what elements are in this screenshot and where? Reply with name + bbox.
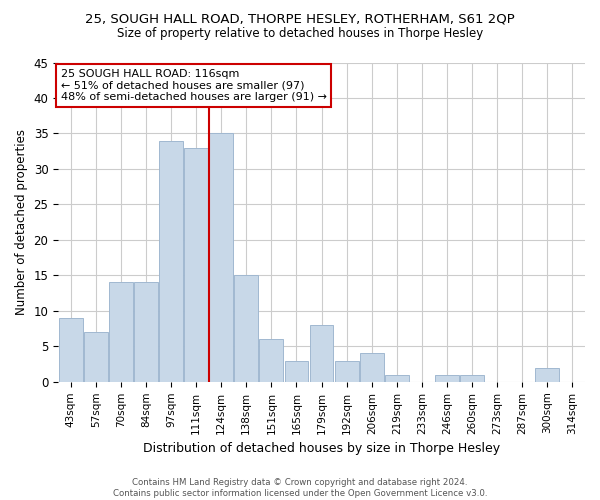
Bar (385, 374, 409, 382)
Bar (435, 374, 459, 382)
Bar (259, 339, 283, 382)
Bar (284, 360, 308, 382)
Bar (460, 374, 484, 382)
Bar (84, 332, 108, 382)
Bar (235, 276, 258, 382)
Text: 25, SOUGH HALL ROAD, THORPE HESLEY, ROTHERHAM, S61 2QP: 25, SOUGH HALL ROAD, THORPE HESLEY, ROTH… (85, 12, 515, 26)
Bar (209, 134, 233, 382)
Text: 25 SOUGH HALL ROAD: 116sqm
← 51% of detached houses are smaller (97)
48% of semi: 25 SOUGH HALL ROAD: 116sqm ← 51% of deta… (61, 69, 327, 102)
Bar (360, 354, 383, 382)
Bar (109, 282, 133, 382)
Text: Size of property relative to detached houses in Thorpe Hesley: Size of property relative to detached ho… (117, 28, 483, 40)
X-axis label: Distribution of detached houses by size in Thorpe Hesley: Distribution of detached houses by size … (143, 442, 500, 455)
Bar (310, 325, 334, 382)
Y-axis label: Number of detached properties: Number of detached properties (15, 129, 28, 315)
Bar (184, 148, 208, 382)
Bar (335, 360, 359, 382)
Bar (59, 318, 83, 382)
Bar (134, 282, 158, 382)
Bar (535, 368, 559, 382)
Text: Contains HM Land Registry data © Crown copyright and database right 2024.
Contai: Contains HM Land Registry data © Crown c… (113, 478, 487, 498)
Bar (159, 140, 183, 382)
